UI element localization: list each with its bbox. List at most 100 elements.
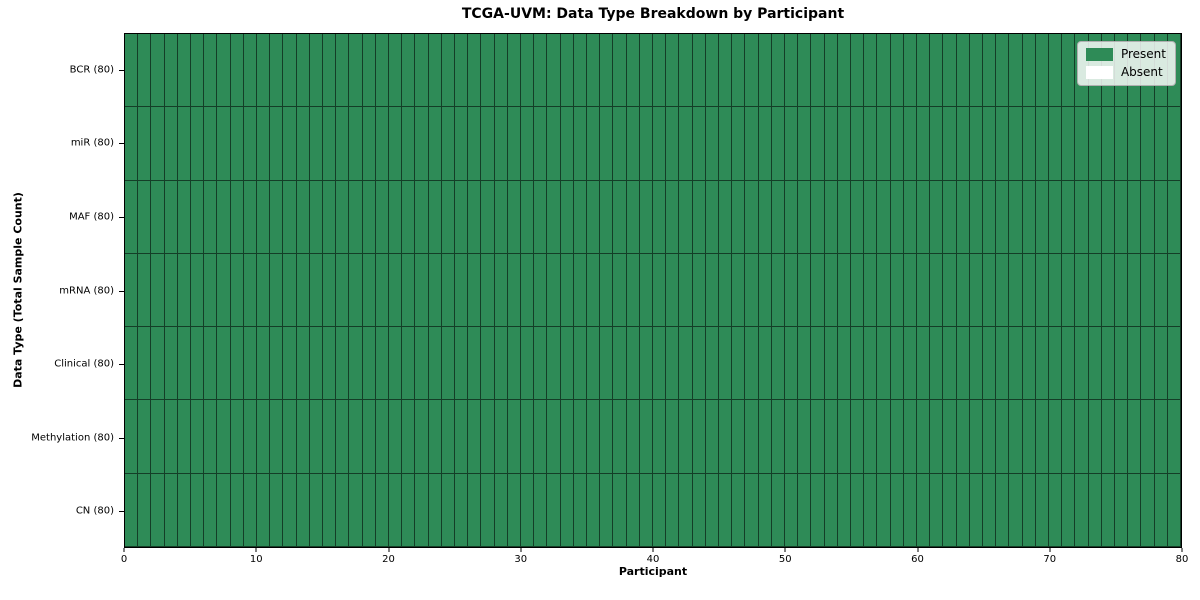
heatmap-cell — [916, 107, 931, 181]
heatmap-cell — [943, 253, 957, 328]
heatmap-cell — [758, 400, 772, 474]
heatmap-cell — [824, 327, 838, 401]
heatmap-cell — [151, 253, 165, 328]
heatmap-cell — [1062, 400, 1076, 474]
heatmap-cell — [243, 473, 257, 547]
heatmap-cell — [652, 327, 667, 401]
heatmap-cell — [322, 253, 337, 328]
heatmap-cell — [349, 473, 363, 547]
y-tick-mark — [119, 364, 124, 366]
heatmap-cell — [996, 107, 1010, 181]
heatmap-cell — [1062, 253, 1076, 328]
heatmap-cell — [784, 253, 799, 328]
heatmap-cell — [692, 327, 706, 401]
heatmap-cell — [771, 107, 785, 181]
heatmap-cell — [362, 473, 376, 547]
heatmap-cell — [1048, 473, 1063, 547]
y-tick-mark — [119, 290, 124, 292]
heatmap-cell — [877, 253, 891, 328]
heatmap-cell — [349, 107, 363, 181]
heatmap-cell — [1088, 107, 1102, 181]
heatmap-cell — [890, 34, 904, 108]
heatmap-cell — [256, 473, 271, 547]
heatmap-cell — [943, 400, 957, 474]
heatmap-cell — [468, 253, 482, 328]
heatmap-cell — [996, 253, 1010, 328]
heatmap-cell — [850, 253, 865, 328]
heatmap-cell — [441, 327, 455, 401]
heatmap-cell — [125, 180, 139, 254]
heatmap-cell — [586, 473, 601, 547]
heatmap-cell — [784, 34, 799, 108]
heatmap-cell — [1101, 253, 1115, 328]
heatmap-cell — [283, 327, 297, 401]
heatmap-cell — [969, 34, 983, 108]
y-tick-label: Methylation (80) — [31, 432, 114, 444]
heatmap-cell — [296, 400, 310, 474]
heatmap-cell — [217, 400, 231, 474]
heatmap-cell — [626, 180, 640, 254]
heatmap-cell — [930, 34, 944, 108]
heatmap-cell — [613, 473, 627, 547]
heatmap-cell — [573, 180, 587, 254]
heatmap-cell — [877, 327, 891, 401]
heatmap-cell — [1048, 253, 1063, 328]
heatmap-cell — [428, 253, 442, 328]
heatmap-cell — [164, 473, 178, 547]
heatmap-cell — [600, 253, 614, 328]
heatmap-cell — [441, 473, 455, 547]
heatmap-cell — [481, 180, 495, 254]
heatmap-cell — [534, 34, 548, 108]
heatmap-cell — [903, 473, 917, 547]
heatmap-cell — [718, 327, 733, 401]
heatmap-cell — [864, 34, 878, 108]
heatmap-cell — [283, 34, 297, 108]
heatmap-cell — [428, 400, 442, 474]
heatmap-cell — [1141, 180, 1155, 254]
heatmap-cell — [375, 180, 389, 254]
heatmap-cell — [916, 180, 931, 254]
heatmap-cell — [1088, 253, 1102, 328]
heatmap-cell — [811, 180, 825, 254]
heatmap-cell — [1101, 400, 1115, 474]
x-tick-mark — [255, 548, 257, 552]
heatmap-cell — [177, 180, 191, 254]
heatmap-cell — [125, 473, 139, 547]
heatmap-cell — [850, 400, 865, 474]
heatmap-cell — [1035, 473, 1049, 547]
x-tick-label: 30 — [514, 554, 528, 565]
heatmap-cell — [336, 34, 350, 108]
heatmap-cell — [415, 327, 429, 401]
heatmap-cell — [177, 34, 191, 108]
heatmap-cell — [771, 327, 785, 401]
heatmap-cell — [956, 180, 970, 254]
heatmap-cell — [230, 34, 244, 108]
heatmap-cell — [547, 107, 561, 181]
heatmap-cell — [309, 473, 323, 547]
heatmap-cell — [534, 107, 548, 181]
heatmap-cell — [864, 253, 878, 328]
heatmap-cell — [903, 400, 917, 474]
heatmap-cell — [415, 473, 429, 547]
heatmap-cell — [666, 180, 680, 254]
heatmap-cell — [217, 473, 231, 547]
heatmap-cell — [1167, 473, 1181, 547]
heatmap-cell — [1167, 253, 1181, 328]
heatmap-cell — [138, 327, 152, 401]
heatmap-cell — [296, 107, 310, 181]
heatmap-cell — [190, 400, 205, 474]
heatmap-cell — [982, 253, 997, 328]
heatmap-cell — [322, 34, 337, 108]
heatmap-cell — [468, 473, 482, 547]
heatmap-cell — [454, 400, 469, 474]
heatmap-cell — [415, 253, 429, 328]
heatmap-cell — [890, 473, 904, 547]
heatmap-cell — [864, 180, 878, 254]
heatmap-cell — [600, 473, 614, 547]
heatmap-cell — [758, 253, 772, 328]
heatmap-cell — [230, 400, 244, 474]
heatmap-cell — [969, 473, 983, 547]
heatmap-cell — [1167, 400, 1181, 474]
heatmap-cell — [1048, 107, 1063, 181]
x-tick-mark — [123, 548, 125, 552]
